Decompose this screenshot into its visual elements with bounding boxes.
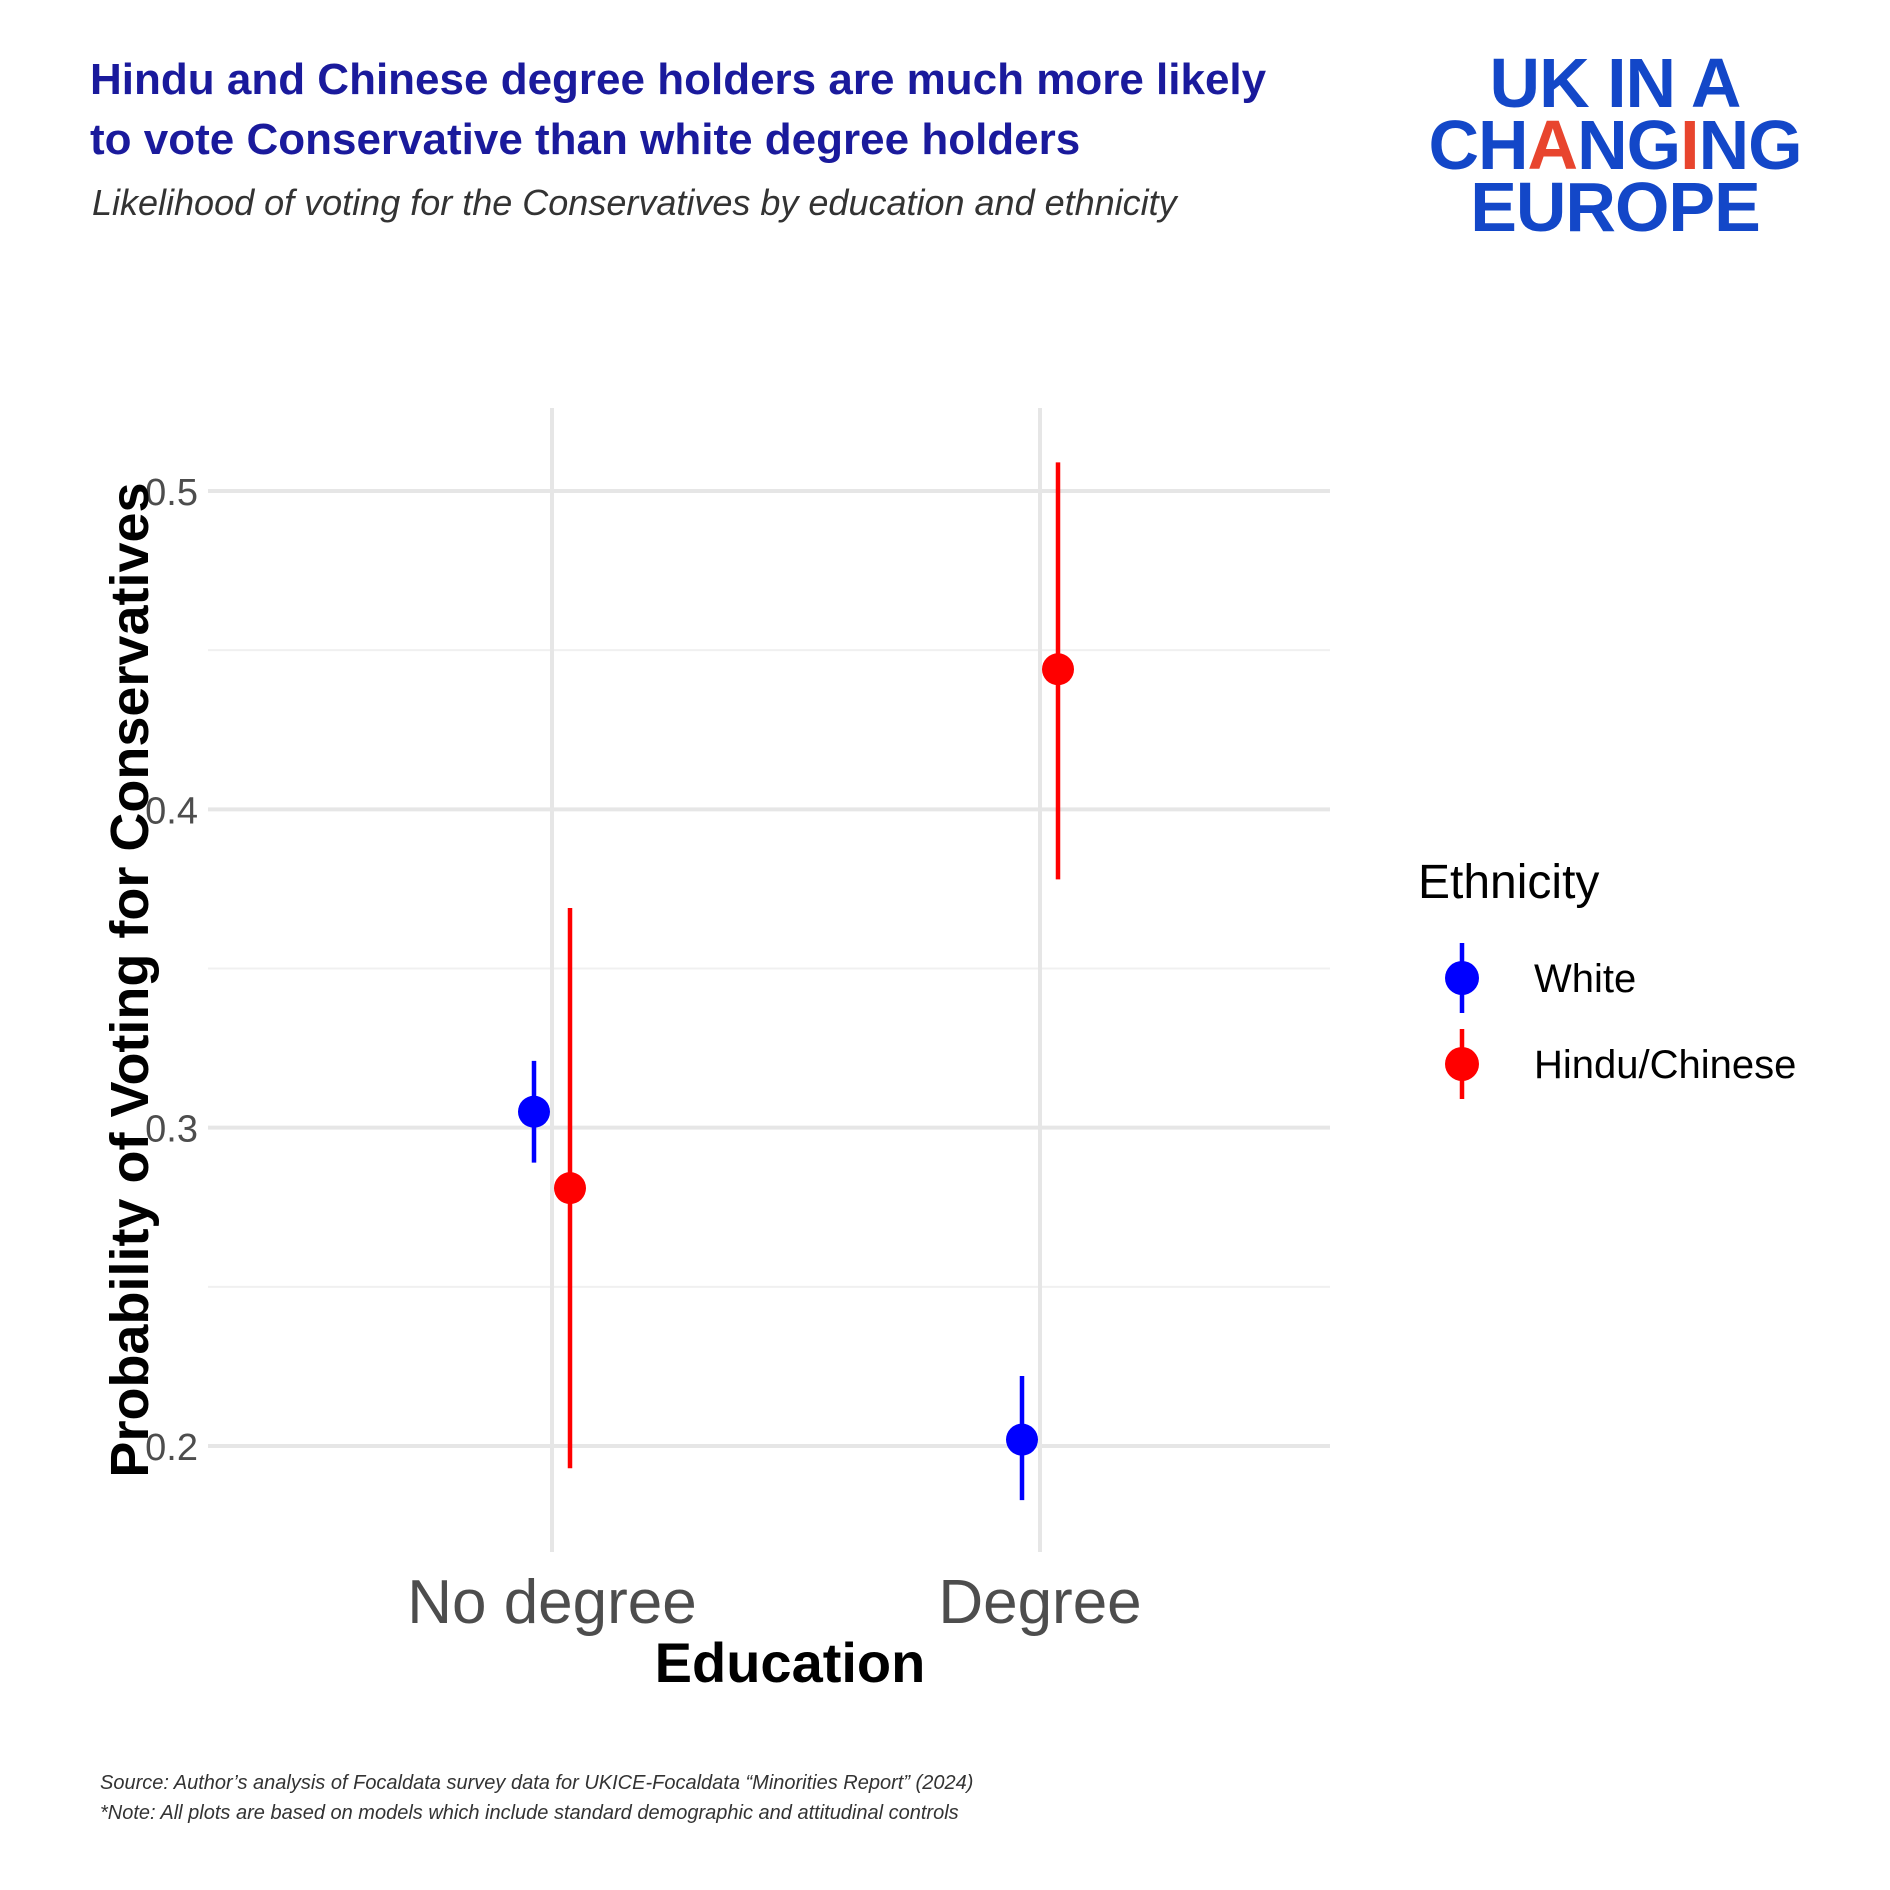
x-axis-title: Education [655, 1631, 926, 1694]
data-point [1006, 1423, 1038, 1456]
logo-line-2-part-1: CH [1428, 106, 1528, 184]
legend: Ethnicity White Hindu/Chinese [1418, 856, 1796, 1099]
x-tick-label: Degree [938, 1568, 1141, 1637]
footer: Source: Author’s analysis of Focaldata s… [100, 1768, 973, 1828]
y-tick-label: 0.5 [145, 472, 198, 514]
logo-line-2-accent-2: I [1680, 106, 1699, 184]
logo-line-1: UK IN A [1489, 44, 1742, 122]
y-tick-label: 0.2 [145, 1427, 198, 1469]
controls-note: *Note: All plots are based on models whi… [100, 1802, 959, 1824]
legend-key-point [1445, 961, 1479, 995]
logo-line-2-accent-1: A [1527, 106, 1579, 184]
source-note: Source: Author’s analysis of Focaldata s… [100, 1772, 974, 1794]
data-point [518, 1095, 550, 1128]
logo-line-2: CHANGING [1395, 110, 1835, 180]
legend-label: Hindu/Chinese [1534, 1043, 1796, 1087]
y-tick-label: 0.3 [145, 1109, 198, 1151]
chart-title: Hindu and Chinese degree holders are muc… [90, 50, 1360, 170]
legend-key-point [1445, 1047, 1479, 1081]
legend-label: White [1534, 957, 1636, 1001]
x-tick-label: No degree [407, 1568, 697, 1637]
tick-label-layer: 0.2 0.3 0.4 0.5 No degree Degree [145, 472, 1142, 1637]
chart-title-line-2: to vote Conservative than white degree h… [90, 115, 1081, 164]
logo-line-2-part-3: NG [1698, 106, 1803, 184]
mark-layer [518, 462, 1074, 1501]
y-tick-label: 0.4 [145, 790, 198, 832]
uk-in-a-changing-europe-logo: UK IN A CHANGING EUROPE [1395, 44, 1835, 246]
y-axis-title: Probability of Voting for Conservatives [100, 482, 160, 1477]
data-point [1042, 653, 1074, 686]
chart-subtitle: Likelihood of voting for the Conservativ… [92, 182, 1177, 223]
legend-title: Ethnicity [1418, 856, 1599, 909]
grid-layer [208, 408, 1330, 1552]
logo-line-2-part-2: NG [1577, 106, 1681, 184]
chart-title-line-1: Hindu and Chinese degree holders are muc… [90, 55, 1267, 104]
logo-line-3: EUROPE [1470, 168, 1761, 246]
data-point [554, 1172, 586, 1205]
